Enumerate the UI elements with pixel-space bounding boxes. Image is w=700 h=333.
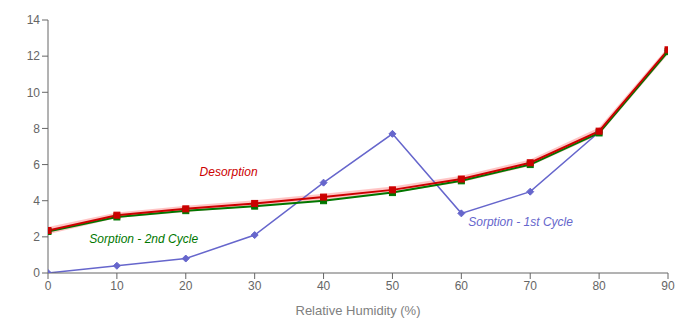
svg-text:70: 70 [524,279,538,293]
svg-text:0: 0 [45,279,52,293]
svg-text:6: 6 [33,158,40,172]
svg-text:10: 10 [27,86,41,100]
svg-text:0: 0 [33,266,40,280]
svg-text:14: 14 [27,13,41,27]
svg-text:8: 8 [33,122,40,136]
svg-text:60: 60 [455,279,469,293]
svg-text:Desorption: Desorption [200,165,258,179]
svg-text:2: 2 [33,230,40,244]
svg-text:30: 30 [248,279,262,293]
svg-text:Sorption - 1st Cycle: Sorption - 1st Cycle [468,215,573,229]
svg-text:80: 80 [592,279,606,293]
svg-text:Relative Humidity (%): Relative Humidity (%) [296,303,421,318]
svg-text:Sorption - 2nd Cycle: Sorption - 2nd Cycle [89,232,198,246]
svg-text:50: 50 [386,279,400,293]
svg-text:40: 40 [317,279,331,293]
svg-text:20: 20 [179,279,193,293]
svg-text:90: 90 [661,279,675,293]
svg-text:10: 10 [110,279,124,293]
svg-text:12: 12 [27,49,41,63]
svg-text:4: 4 [33,194,40,208]
